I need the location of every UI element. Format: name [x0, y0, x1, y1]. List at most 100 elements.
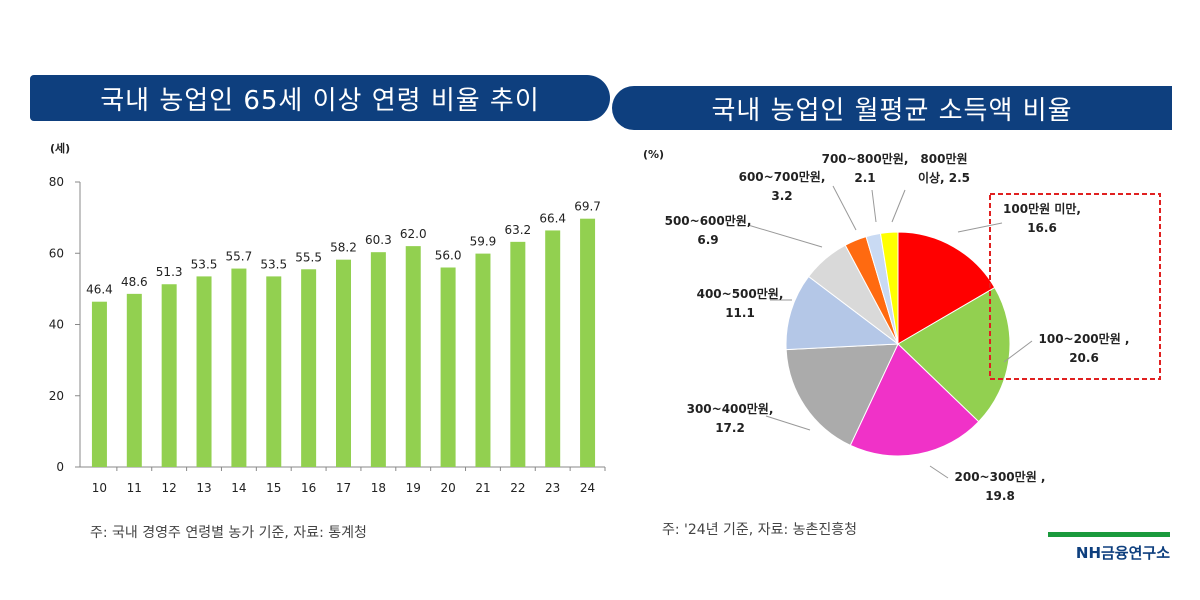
pie-label-line: 3.2: [771, 189, 792, 203]
pie-slice-label: 700~800만원, 2.1: [822, 151, 909, 185]
pie-leader-line: [765, 415, 811, 431]
pie-label-line: 2.1: [854, 171, 875, 185]
bar-chart-x-tick-label: 11: [127, 481, 142, 495]
pie-chart-title: 국내 농업인 월평균 소득액 비율: [612, 86, 1172, 130]
nh-research-logo: NH금융연구소: [1048, 532, 1170, 564]
logo-text: NH금융연구소: [1075, 544, 1170, 562]
pie-label-line: 19.8: [985, 489, 1015, 503]
bar-14: [231, 268, 247, 467]
bar-15: [266, 276, 282, 467]
bar-chart-unit-label: (세): [50, 141, 70, 155]
bar-value-label: 53.5: [260, 257, 287, 271]
pie-label-line: 200~300만원 ,: [955, 469, 1046, 484]
pie-leader-line: [957, 222, 1003, 233]
pie-slice-label: 300~400만원, 17.2: [687, 401, 774, 435]
pie-slice-label: 100~200만원 , 20.6: [1039, 331, 1130, 365]
pie-label-line: 600~700만원,: [739, 169, 826, 184]
pie-label-line: 16.6: [1027, 221, 1057, 235]
pie-label-line: 이상, 2.5: [918, 170, 970, 185]
bar-value-label: 62.0: [400, 227, 427, 241]
pie-label-line: 11.1: [725, 306, 755, 320]
bar-chart-x-tick-label: 20: [440, 481, 455, 495]
bar-chart-x-tick-label: 15: [266, 481, 281, 495]
bar-chart-y-tick-label: 20: [49, 389, 64, 403]
pie-label-line: 17.2: [715, 421, 745, 435]
bar-19: [405, 246, 421, 467]
bar-value-label: 56.0: [435, 249, 462, 263]
pie-leader-line: [871, 189, 877, 223]
pie-chart: (%) 100만원 미만, 16.6 100~200만원 , 20.6 200~300만원…: [643, 148, 1161, 503]
highlight-box: [989, 193, 1161, 380]
bar-16: [301, 269, 317, 467]
bar-chart-x-tick-label: 17: [336, 481, 351, 495]
bar-21: [475, 253, 491, 467]
pie-label-line: 20.6: [1069, 351, 1099, 365]
bar-value-label: 51.3: [156, 265, 183, 279]
bar-value-label: 66.4: [539, 211, 566, 225]
bar-20: [440, 267, 456, 467]
bar-chart-x-tick-label: 10: [92, 481, 107, 495]
bar-chart-x-tick-label: 12: [162, 481, 177, 495]
bar-18: [370, 252, 386, 467]
bar-value-label: 63.2: [504, 223, 531, 237]
bar-23: [545, 230, 561, 467]
pie-label-line: 100만원 미만,: [1003, 201, 1081, 216]
bar-chart-x-tick-label: 21: [475, 481, 490, 495]
bar-chart-x-tick-label: 22: [510, 481, 525, 495]
pie-slice-label: 200~300만원 , 19.8: [955, 469, 1046, 503]
pie-leader-line: [832, 185, 857, 231]
bar-chart-y-tick-label: 80: [49, 175, 64, 189]
bar-chart: (세) 0 20 40 60 80 46.4 10 48.6 11 51.3 12 53.5 13 55.7…: [49, 141, 606, 495]
bar-chart-x-tick-label: 19: [406, 481, 421, 495]
pie-slice-2: [897, 286, 1011, 423]
bar-chart-x-tick-label: 13: [196, 481, 211, 495]
pie-slice-1: [897, 231, 996, 345]
bar-value-label: 59.9: [470, 235, 497, 249]
pie-label-line: 400~500만원,: [697, 286, 784, 301]
pie-slice-3: [849, 343, 980, 457]
pie-leader-line: [891, 189, 906, 223]
bar-chart-x-tick-label: 24: [580, 481, 595, 495]
bar-value-label: 55.5: [295, 250, 322, 264]
pie-label-line: 700~800만원,: [822, 151, 909, 166]
bar-24: [580, 218, 596, 467]
bar-value-label: 55.7: [226, 250, 253, 264]
pie-label-line: 6.9: [697, 233, 718, 247]
pie-label-line: 100~200만원 ,: [1039, 331, 1130, 346]
pie-slice-label: 400~500만원, 11.1: [697, 286, 784, 320]
pie-leader-line: [747, 224, 823, 248]
bar-chart-x-tick-label: 23: [545, 481, 560, 495]
pie-slice-label: 100만원 미만, 16.6: [1003, 201, 1081, 235]
bar-10: [91, 301, 107, 467]
bar-13: [196, 276, 212, 467]
bar-12: [161, 284, 177, 467]
bar-chart-y-tick-label: 40: [49, 318, 64, 332]
pie-label-line: 300~400만원,: [687, 401, 774, 416]
bar-value-label: 48.6: [121, 275, 148, 289]
bar-chart-y-tick-label: 0: [56, 460, 64, 474]
pie-slice-label: 500~600만원, 6.9: [665, 213, 752, 247]
pie-leader-line: [1003, 340, 1033, 363]
bar-22: [510, 241, 526, 467]
pie-slice-9: [879, 231, 899, 345]
bar-chart-y-tick-label: 60: [49, 246, 64, 260]
bar-value-label: 60.3: [365, 233, 392, 247]
bar-value-label: 58.2: [330, 241, 357, 255]
bar-chart-title: 국내 농업인 65세 이상 연령 비율 추이: [30, 75, 610, 121]
pie-label-line: 800만원: [920, 151, 967, 166]
pie-label-line: 500~600만원,: [665, 213, 752, 228]
bar-11: [126, 293, 142, 467]
bar-value-label: 46.4: [86, 283, 113, 297]
pie-chart-unit-label: (%): [643, 148, 664, 161]
pie-slice-5: [785, 275, 900, 351]
pie-slice-label: 600~700만원, 3.2: [739, 169, 826, 203]
bar-value-label: 53.5: [191, 257, 218, 271]
bar-chart-x-tick-label: 18: [371, 481, 386, 495]
pie-leader-line: [929, 465, 949, 479]
bar-chart-x-tick-label: 16: [301, 481, 316, 495]
bar-chart-x-tick-label: 14: [231, 481, 246, 495]
pie-slice-4: [785, 343, 899, 447]
bar-value-label: 69.7: [574, 200, 601, 214]
